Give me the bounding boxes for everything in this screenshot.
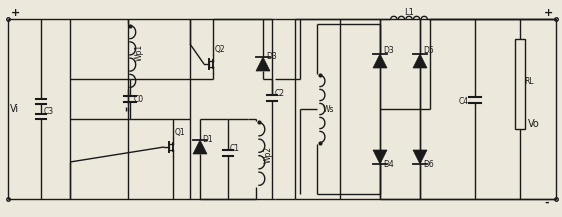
Polygon shape [193, 140, 207, 154]
Text: C1: C1 [230, 144, 240, 153]
Text: C2: C2 [275, 89, 285, 98]
Polygon shape [373, 54, 387, 68]
Text: D6: D6 [423, 160, 434, 169]
Polygon shape [373, 150, 387, 164]
Text: -: - [544, 198, 549, 208]
Text: C0: C0 [134, 94, 144, 104]
Text: D5: D5 [423, 46, 434, 55]
Text: +: + [544, 8, 553, 18]
Text: D3: D3 [383, 46, 394, 55]
Bar [515, 39, 525, 129]
Text: +: + [11, 8, 20, 18]
Polygon shape [413, 150, 427, 164]
Text: C3: C3 [44, 107, 54, 115]
Text: Wp1: Wp1 [135, 43, 144, 61]
Polygon shape [413, 54, 427, 68]
Text: Ws: Ws [323, 105, 334, 113]
Text: D4: D4 [383, 160, 394, 169]
Text: L1: L1 [404, 8, 414, 17]
Text: D1: D1 [202, 135, 212, 144]
Text: Vo: Vo [528, 119, 540, 129]
Polygon shape [256, 57, 270, 71]
Text: Wp2: Wp2 [264, 145, 273, 163]
Text: C4: C4 [459, 97, 469, 105]
Text: D3: D3 [266, 52, 277, 61]
Text: Vi: Vi [10, 104, 19, 114]
Text: Q2: Q2 [215, 45, 225, 54]
Text: RL: RL [524, 77, 534, 87]
Text: Q1: Q1 [175, 128, 185, 137]
